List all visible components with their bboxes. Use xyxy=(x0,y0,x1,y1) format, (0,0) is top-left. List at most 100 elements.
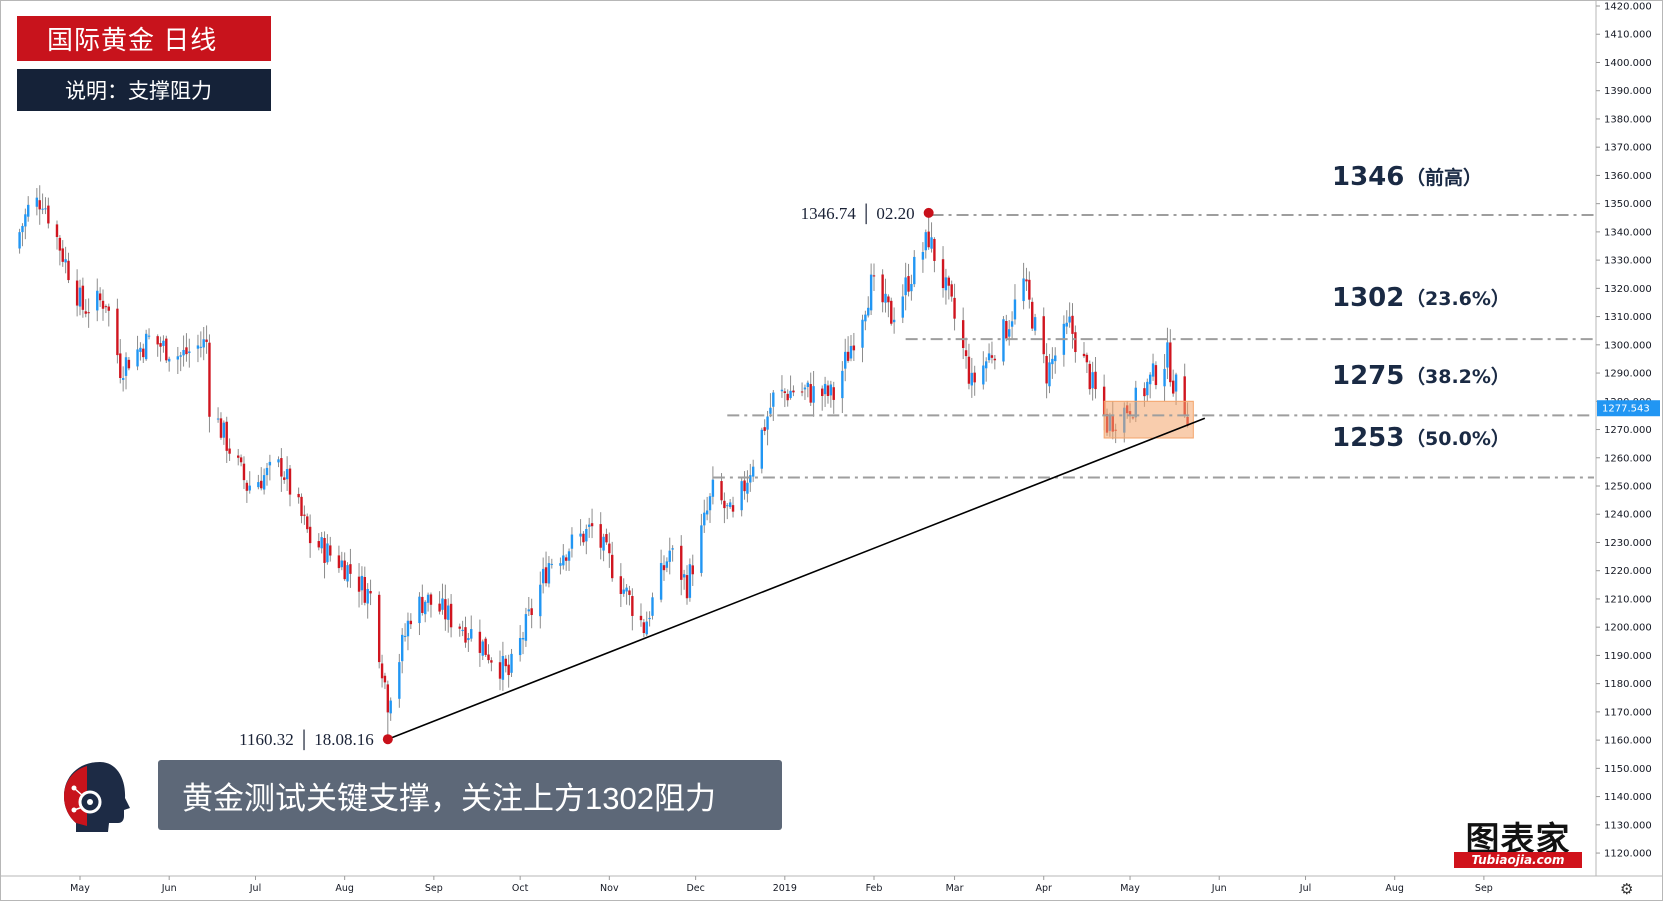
y-tick-label: 1170.000 xyxy=(1604,707,1652,718)
candle-body xyxy=(832,387,835,400)
candle-body xyxy=(585,529,588,542)
candle-body xyxy=(910,283,913,292)
chart-title-box: 国际黄金 日线 xyxy=(17,16,271,61)
candle-body xyxy=(1094,371,1097,390)
candle-body xyxy=(1022,278,1025,302)
candle-body xyxy=(823,383,827,395)
candle-body xyxy=(228,448,231,454)
candle-body xyxy=(708,496,712,511)
candle-body xyxy=(1183,376,1186,416)
candle-body xyxy=(188,351,191,354)
candle-body xyxy=(398,662,401,699)
y-tick-label: 1410.000 xyxy=(1604,30,1652,41)
candle-body xyxy=(723,500,726,509)
support-zone xyxy=(1103,400,1194,439)
candle-body xyxy=(81,285,85,310)
candle-body xyxy=(389,700,392,714)
candle-body xyxy=(124,357,128,376)
candle-body xyxy=(369,590,372,594)
candle-body xyxy=(599,524,602,548)
candle-body xyxy=(524,614,528,641)
candle-body xyxy=(570,534,574,549)
settings-gear-icon[interactable]: ⚙ xyxy=(1620,880,1634,898)
candle-body xyxy=(182,349,185,356)
candle-body xyxy=(861,319,864,348)
candle-body xyxy=(631,596,634,616)
chart-title: 国际黄金 日线 xyxy=(47,25,218,55)
candle-body xyxy=(78,287,82,307)
candle-body xyxy=(162,340,165,346)
last-price-label: 1277.543 xyxy=(1602,404,1650,415)
brand-url: Tubiaojia.com xyxy=(1454,852,1582,868)
candle-body xyxy=(907,276,910,292)
candle-body xyxy=(950,284,953,297)
candle-body xyxy=(87,312,90,314)
candle-body xyxy=(691,565,694,575)
candle-body xyxy=(582,533,585,543)
candle-body xyxy=(1143,388,1146,397)
candle-body xyxy=(144,333,148,360)
candle-body xyxy=(987,353,991,361)
candle-body xyxy=(852,345,856,351)
candle-body xyxy=(262,475,266,490)
candle-body xyxy=(245,482,249,491)
candle-body xyxy=(982,365,985,385)
candle-body xyxy=(665,561,669,568)
x-tick-label: Jul xyxy=(1299,883,1311,894)
candle-body xyxy=(426,594,430,603)
candle-body xyxy=(481,641,484,656)
candle-body xyxy=(544,567,548,584)
candle-body xyxy=(323,537,326,563)
candle-body xyxy=(800,391,804,393)
candle-body xyxy=(401,634,404,662)
candle-body xyxy=(1148,374,1152,385)
candle-body xyxy=(772,392,775,407)
candle-body xyxy=(1042,316,1045,355)
candle-body xyxy=(953,297,956,319)
candle-body xyxy=(740,481,743,511)
candle-body xyxy=(64,259,67,263)
candle-body xyxy=(749,475,752,483)
candle-body xyxy=(1045,356,1048,384)
candle-body xyxy=(156,336,159,345)
candle-body xyxy=(139,347,142,352)
candle-body xyxy=(651,597,654,616)
candle-body xyxy=(567,551,571,561)
candle-body xyxy=(101,300,105,309)
candle-body xyxy=(625,587,628,592)
candle-body xyxy=(179,355,182,357)
candle-body xyxy=(136,349,139,367)
candle-body xyxy=(1085,354,1089,363)
candle-body xyxy=(257,482,260,488)
candle-body xyxy=(961,320,965,349)
brand-logo: 图表家 Tubiaojia.com xyxy=(1448,812,1588,870)
candle-body xyxy=(809,384,812,403)
candle-body xyxy=(441,598,444,610)
candle-body xyxy=(55,224,59,238)
candle-body xyxy=(993,358,997,361)
candle-body xyxy=(119,353,122,378)
candle-body xyxy=(147,335,151,337)
candle-body xyxy=(429,594,433,605)
candle-body xyxy=(242,463,246,481)
candle-body xyxy=(1033,317,1037,331)
chart-subtitle: 说明：支撑阻力 xyxy=(65,80,212,103)
candle-body xyxy=(1068,316,1071,323)
candle-body xyxy=(1031,301,1034,329)
caption-box: 黄金测试关键支撑，关注上方1302阻力 xyxy=(158,760,782,830)
candle-body xyxy=(884,293,887,303)
candle-body xyxy=(947,277,950,286)
candle-body xyxy=(867,307,870,316)
candle-body xyxy=(527,609,530,612)
x-tick-label: Jul xyxy=(249,883,261,894)
candle-body xyxy=(970,372,974,386)
candle-body xyxy=(104,306,108,308)
candle-body xyxy=(705,510,709,515)
candle-body xyxy=(1005,321,1008,339)
candle-body xyxy=(1051,358,1054,365)
candle-body xyxy=(357,576,361,592)
candle-body xyxy=(507,664,510,676)
candle-body xyxy=(300,496,303,517)
